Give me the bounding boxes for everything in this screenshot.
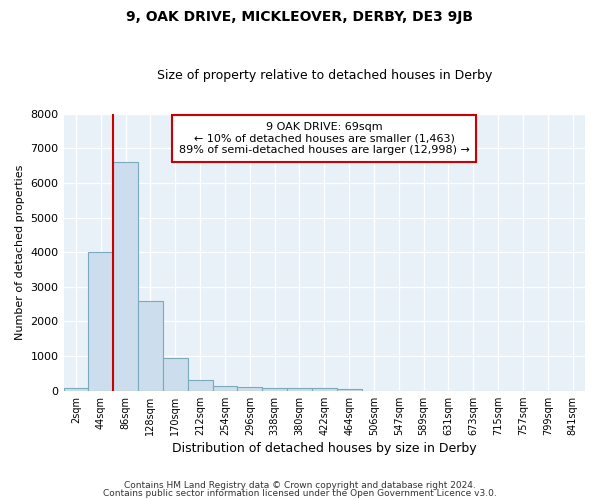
Text: 9, OAK DRIVE, MICKLEOVER, DERBY, DE3 9JB: 9, OAK DRIVE, MICKLEOVER, DERBY, DE3 9JB xyxy=(127,10,473,24)
Bar xyxy=(64,388,88,390)
Bar xyxy=(212,386,238,390)
Text: Contains HM Land Registry data © Crown copyright and database right 2024.: Contains HM Land Registry data © Crown c… xyxy=(124,481,476,490)
Text: Contains public sector information licensed under the Open Government Licence v3: Contains public sector information licen… xyxy=(103,488,497,498)
Bar xyxy=(337,389,362,390)
Bar xyxy=(113,162,138,390)
Bar xyxy=(88,252,113,390)
Bar xyxy=(312,388,337,390)
X-axis label: Distribution of detached houses by size in Derby: Distribution of detached houses by size … xyxy=(172,442,476,455)
Bar xyxy=(138,300,163,390)
Bar xyxy=(238,386,262,390)
Title: Size of property relative to detached houses in Derby: Size of property relative to detached ho… xyxy=(157,69,492,82)
Bar xyxy=(188,380,212,390)
Y-axis label: Number of detached properties: Number of detached properties xyxy=(15,164,25,340)
Bar xyxy=(262,388,287,390)
Bar xyxy=(163,358,188,390)
Text: 9 OAK DRIVE: 69sqm
← 10% of detached houses are smaller (1,463)
89% of semi-deta: 9 OAK DRIVE: 69sqm ← 10% of detached hou… xyxy=(179,122,470,155)
Bar xyxy=(287,388,312,390)
